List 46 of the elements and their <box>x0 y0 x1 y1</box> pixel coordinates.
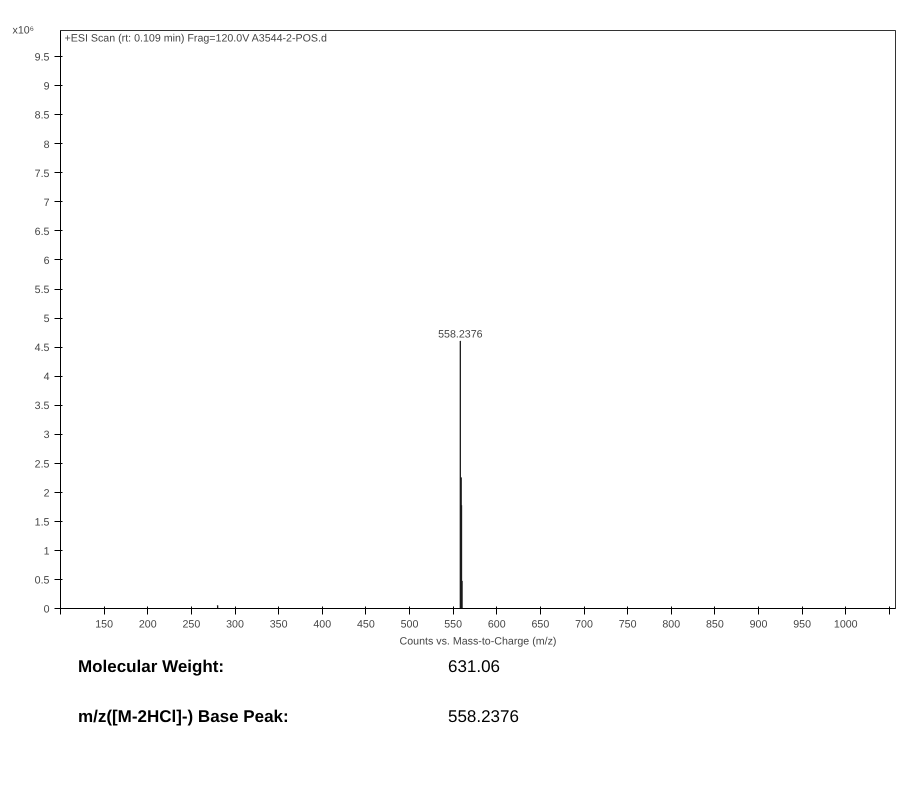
x-tick-label: 1000 <box>834 618 858 630</box>
x-tick-label: 700 <box>575 618 593 630</box>
x-tick-label: 400 <box>313 618 332 630</box>
chart-title: +ESI Scan (rt: 0.109 min) Frag=120.0V A3544-2-POS.d <box>64 32 327 44</box>
x-axis-title: Counts vs. Mass-to-Charge (m/z) <box>400 636 556 648</box>
y-tick-label: 2.5 <box>34 458 50 470</box>
y-tick-label: 5 <box>44 313 50 326</box>
y-tick-label: 5.5 <box>34 284 50 296</box>
text: Molecular Weight: <box>78 656 224 678</box>
text: 631.06 <box>448 656 500 678</box>
y-tick-label: 3.5 <box>34 400 50 412</box>
x-tick-label: 900 <box>750 618 768 630</box>
y-tick-label: 7 <box>44 196 50 209</box>
x-tick-label: 300 <box>226 618 244 630</box>
x-tick-label: 650 <box>531 618 550 630</box>
annotation: 558.2376 <box>438 328 483 340</box>
text: m/z([M-2HCl]-) Base Peak: <box>78 706 289 728</box>
x-tick-label: 800 <box>662 618 680 630</box>
y-tick-label: 4 <box>44 371 50 384</box>
y-tick-label: 6 <box>44 254 50 267</box>
y-tick-label: 8.5 <box>34 110 50 122</box>
y-tick-label: 8 <box>44 138 50 151</box>
text: 558.2376 <box>448 706 519 728</box>
x-tick-label: 950 <box>793 618 812 630</box>
x-tick-label: 350 <box>270 618 288 630</box>
x-tick-label: 500 <box>400 618 418 630</box>
y-tick-label: 3 <box>44 429 50 442</box>
x-tick-label: 200 <box>138 618 157 630</box>
x-tick-label: 550 <box>444 618 462 630</box>
y-tick-label: 4.5 <box>34 342 50 354</box>
x-tick-label: 450 <box>356 618 375 630</box>
x-tick-label: 600 <box>488 618 506 630</box>
y-tick-label: 7.5 <box>34 168 50 180</box>
y-tick-label: 6.5 <box>34 226 50 238</box>
y-axis-title: x10⁶ <box>12 24 34 36</box>
y-tick-label: 9 <box>44 80 50 93</box>
y-tick-label: 0 <box>44 604 50 616</box>
y-tick-label: 2 <box>44 487 50 500</box>
x-tick-label: 750 <box>618 618 637 630</box>
y-tick-label: 1.5 <box>34 516 50 528</box>
x-tick-label: 850 <box>706 618 724 630</box>
y-tick-label: 1 <box>44 545 50 558</box>
x-tick-label: 150 <box>95 618 114 630</box>
y-tick-label: 0.5 <box>34 574 50 586</box>
x-tick-label: 250 <box>182 618 200 630</box>
y-tick-label: 9.5 <box>34 52 50 64</box>
